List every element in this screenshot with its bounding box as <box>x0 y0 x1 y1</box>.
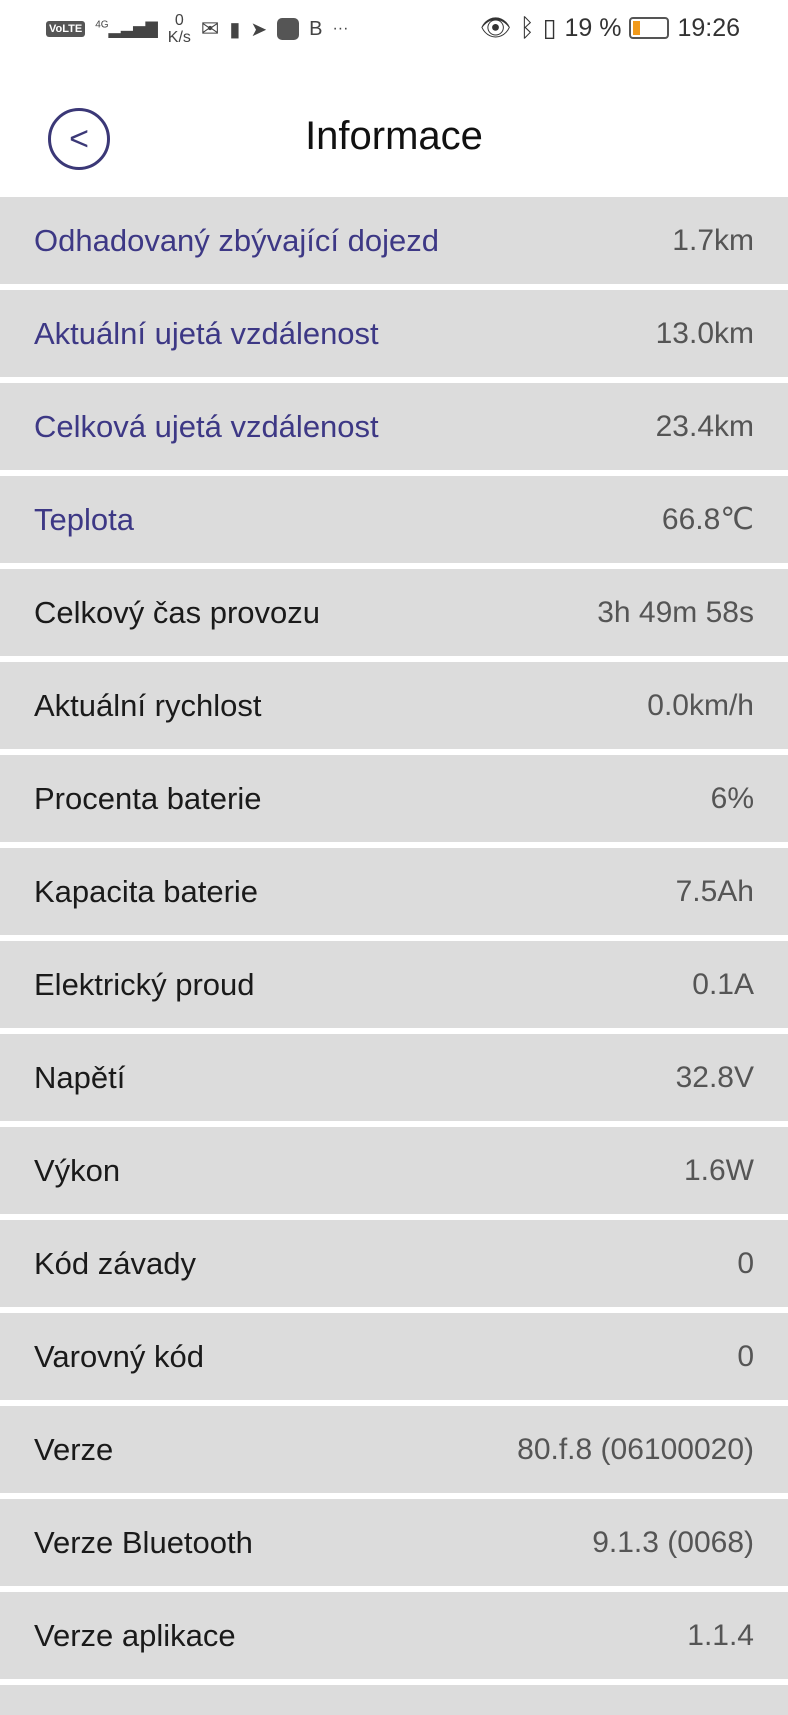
item-value: 1.6W <box>683 1153 754 1187</box>
item-label: Aktuální ujetá vzdálenost <box>34 315 379 351</box>
list-item: Verze aplikace 1.1.4 <box>0 1592 788 1679</box>
list-item: Verze Bluetooth 9.1.3 (0068) <box>0 1499 788 1586</box>
item-value: 23.4km <box>655 409 754 443</box>
list-item: Verze 80.f.8 (06100020) <box>0 1406 788 1493</box>
item-label: Výkon <box>34 1152 121 1188</box>
alert-icon: ▮ <box>229 18 241 41</box>
list-item: Aktuální rychlost 0.0km/h <box>0 662 788 749</box>
item-value: 3h 49m 58s <box>597 595 754 629</box>
battery-percent: 19 % <box>564 13 622 42</box>
item-label: Celková ujetá vzdálenost <box>34 408 379 444</box>
item-value: 1.7km <box>672 223 754 257</box>
item-label: Napětí <box>34 1059 126 1095</box>
chevron-left-icon: < <box>69 119 89 158</box>
battery-icon <box>629 17 670 39</box>
list-item: Kód závady 0 <box>0 1220 788 1307</box>
volte-icon: VoLTE <box>46 21 86 37</box>
item-value: 13.0km <box>655 316 754 350</box>
list-item: Odhadovaný zbývající dojezd 1.7km <box>0 197 788 284</box>
vibrate-icon: ▯ <box>542 14 557 42</box>
list-item: Celková ujetá vzdálenost 23.4km <box>0 383 788 470</box>
item-value: 32.8V <box>675 1060 754 1094</box>
app-icon <box>277 18 300 40</box>
item-label: Aktuální rychlost <box>34 687 262 723</box>
list-item: Výkon 1.6W <box>0 1127 788 1214</box>
list-item-partial <box>0 1685 788 1715</box>
list-item: Teplota 66.8℃ <box>0 476 788 563</box>
item-value: 6% <box>710 781 754 815</box>
list-item: Procenta baterie 6% <box>0 755 788 842</box>
item-value: 0 <box>737 1339 754 1373</box>
item-value: 0 <box>737 1246 754 1280</box>
telegram-icon: ➤ <box>250 18 268 41</box>
list-item: Elektrický proud 0.1A <box>0 941 788 1028</box>
item-label: Varovný kód <box>34 1338 205 1374</box>
item-value: 0.0km/h <box>647 688 754 722</box>
info-list: Odhadovaný zbývající dojezd 1.7km Aktuální… <box>0 197 788 1685</box>
signal-icon: 4G▂▃▅▇ <box>95 19 158 38</box>
eye-icon: 👁 <box>479 13 512 42</box>
item-label: Kapacita baterie <box>34 873 259 909</box>
clock: 19:26 <box>677 13 740 42</box>
list-item: Napětí 32.8V <box>0 1034 788 1121</box>
header: < Informace <box>0 90 788 190</box>
item-label: Teplota <box>34 501 134 537</box>
item-label: Odhadovaný zbývající dojezd <box>34 222 439 258</box>
item-label: Verze <box>34 1431 114 1467</box>
status-bar: VoLTE 4G▂▃▅▇ 0 K/s ✉ ▮ ➤ B ··· 👁 ᛒ ▯ 19 %… <box>0 0 788 60</box>
bluetooth-icon: ᛒ <box>519 13 535 42</box>
item-value: 80.f.8 (06100020) <box>517 1432 754 1466</box>
battery-fill <box>633 21 641 35</box>
item-label: Kód závady <box>34 1245 196 1281</box>
list-item: Aktuální ujetá vzdálenost 13.0km <box>0 290 788 377</box>
item-value: 7.5Ah <box>675 874 754 908</box>
item-value: 66.8℃ <box>661 503 754 536</box>
page-title: Informace <box>305 114 483 158</box>
item-label: Elektrický proud <box>34 966 255 1002</box>
more-icon: ··· <box>332 20 349 37</box>
item-label: Verze aplikace <box>34 1617 236 1653</box>
item-value: 1.1.4 <box>687 1618 754 1652</box>
b-icon: B <box>309 17 323 40</box>
back-button[interactable]: < <box>48 108 110 170</box>
item-label: Celkový čas provozu <box>34 594 321 630</box>
list-item: Varovný kód 0 <box>0 1313 788 1400</box>
network-speed: 0 K/s <box>167 12 191 46</box>
item-value: 9.1.3 (0068) <box>592 1525 754 1559</box>
item-label: Procenta baterie <box>34 780 262 816</box>
item-label: Verze Bluetooth <box>34 1524 253 1560</box>
list-item: Kapacita baterie 7.5Ah <box>0 848 788 935</box>
item-value: 0.1A <box>692 967 754 1001</box>
list-item: Celkový čas provozu 3h 49m 58s <box>0 569 788 656</box>
mail-icon: ✉ <box>200 16 220 41</box>
